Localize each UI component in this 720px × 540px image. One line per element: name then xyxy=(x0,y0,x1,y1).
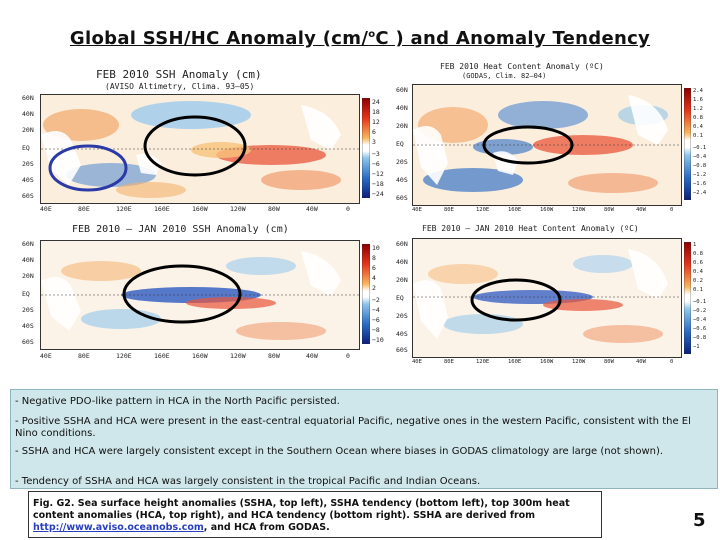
hca-tend-annotation-ellipse xyxy=(470,278,562,322)
figure-caption: Fig. G2. Sea surface height anomalies (S… xyxy=(28,491,602,538)
ssh-tendency-panel: FEB 2010 — JAN 2010 SSH Anomaly (cm) 60N… xyxy=(10,222,385,372)
note-tendency: - Tendency of SSHA and HCA was largely c… xyxy=(15,476,481,487)
ssh-panel-subtitle: (AVISO Altimetry, Clima. 93–05) xyxy=(105,82,255,91)
hca-tend-panel-title: FEB 2010 — JAN 2010 Heat Content Anomaly… xyxy=(422,224,639,233)
hca-panel-title: FEB 2010 Heat Content Anomaly (ºC) xyxy=(440,62,604,71)
slide-title: Global SSH/HC Anomaly (cm/oC ) and Anoma… xyxy=(69,28,651,49)
ssh-anomaly-panel: FEB 2010 SSH Anomaly (cm) (AVISO Altimet… xyxy=(10,58,385,218)
note-el-nino: - Positive SSHA and HCA were present in … xyxy=(15,416,691,439)
aviso-link[interactable]: http://www.aviso.oceanobs.com xyxy=(33,522,204,533)
ssh-colorbar xyxy=(362,98,370,198)
hca-tendency-panel: FEB 2010 — JAN 2010 Heat Content Anomaly… xyxy=(390,222,718,372)
hca-panel: FEB 2010 Heat Content Anomaly (ºC) (GODA… xyxy=(390,58,718,218)
note-pdo: - Negative PDO-like pattern in HCA in th… xyxy=(15,396,340,407)
hca-colorbar xyxy=(684,88,691,200)
summary-notes-box: - Negative PDO-like pattern in HCA in th… xyxy=(10,389,718,489)
hca-panel-subtitle: (GODAS, Clim. 82–04) xyxy=(462,72,547,80)
ssh-panel-title: FEB 2010 SSH Anomaly (cm) xyxy=(96,68,262,81)
ssh-annotation-ellipses xyxy=(48,115,247,192)
hca-tend-colorbar xyxy=(684,242,691,354)
ssh-tend-colorbar xyxy=(362,244,370,344)
ssh-tend-annotation-ellipse xyxy=(122,264,242,324)
hca-tendency-map xyxy=(412,238,682,358)
ssh-ellipse-central-pacific xyxy=(143,115,247,177)
note-southern-ocean: - SSHA and HCA were largely consistent e… xyxy=(15,446,664,457)
hca-annotation-ellipse xyxy=(482,125,574,165)
ssh-tend-panel-title: FEB 2010 — JAN 2010 SSH Anomaly (cm) xyxy=(72,224,289,235)
page-number: 5 xyxy=(693,510,706,531)
ssh-anomaly-map xyxy=(40,94,360,204)
ssh-ellipse-south-indian xyxy=(48,144,128,192)
ssh-tendency-map xyxy=(40,240,360,350)
